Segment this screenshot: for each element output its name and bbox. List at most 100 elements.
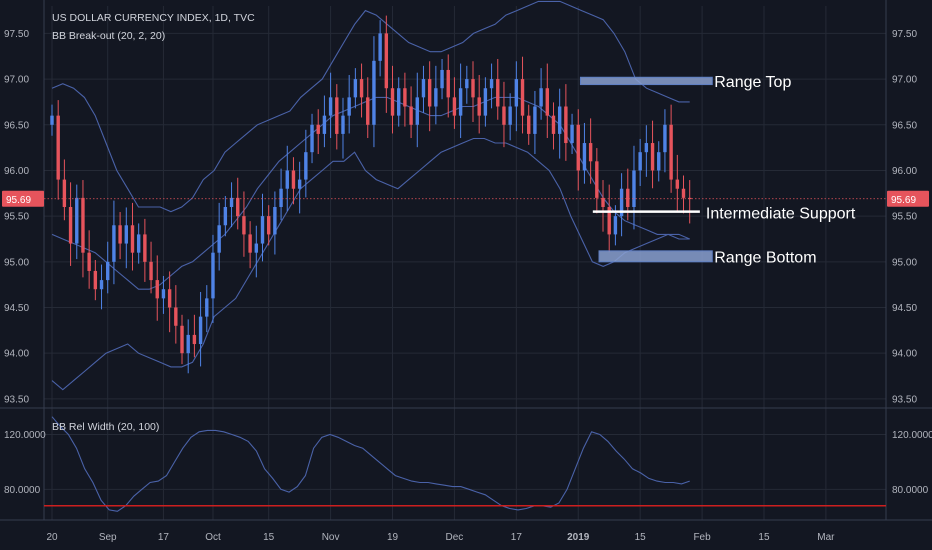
candle-up bbox=[254, 243, 259, 253]
candle-down bbox=[681, 188, 686, 198]
annotations: Range Top Intermediate Support Range Botto… bbox=[44, 74, 886, 266]
candle-up bbox=[322, 115, 327, 134]
price-tick-left: 94.00 bbox=[4, 349, 29, 360]
candle-down bbox=[56, 115, 60, 180]
time-tick: 17 bbox=[511, 532, 523, 543]
last-price-badge-right bbox=[887, 190, 929, 207]
price-tick-right: 94.50 bbox=[892, 303, 917, 314]
candle-down bbox=[601, 197, 605, 207]
candle-down bbox=[192, 334, 197, 345]
candle-up bbox=[415, 97, 419, 125]
time-tick: 20 bbox=[46, 532, 58, 543]
candlesticks bbox=[50, 15, 692, 374]
candle-up bbox=[223, 207, 228, 226]
candle-up bbox=[112, 225, 116, 262]
candle-down bbox=[118, 225, 122, 244]
candle-up bbox=[297, 179, 302, 189]
time-tick: Sep bbox=[99, 532, 117, 543]
candle-down bbox=[174, 307, 178, 326]
candle-down bbox=[427, 79, 432, 107]
time-tick: Oct bbox=[205, 532, 221, 543]
candle-up bbox=[99, 280, 104, 290]
candle-up bbox=[186, 334, 190, 354]
annotation-label: Intermediate Support bbox=[706, 206, 856, 223]
candle-down bbox=[551, 115, 556, 134]
price-tick-right: 93.50 bbox=[892, 394, 917, 405]
last-price-badge-left bbox=[2, 190, 44, 207]
time-axis[interactable]: 20 Sep 17 Oct 15 Nov 19 Dec 17 2019 15 Feb 15 Mar bbox=[46, 532, 835, 543]
candle-up bbox=[657, 152, 661, 171]
bb-rel-width-line bbox=[51, 416, 690, 512]
candle-down bbox=[167, 289, 172, 308]
price-tick-left: 95.00 bbox=[4, 257, 29, 268]
candle-down bbox=[496, 79, 500, 107]
candle-up bbox=[328, 97, 333, 116]
candle-up bbox=[638, 152, 642, 171]
price-tick-right: 96.00 bbox=[892, 166, 917, 177]
indicator-label: BB Break-out (20, 2, 20) bbox=[52, 30, 165, 42]
candle-down bbox=[180, 325, 184, 354]
candle-down bbox=[266, 216, 271, 235]
candle-up bbox=[539, 88, 543, 107]
candle-up bbox=[421, 79, 426, 98]
candle-down bbox=[335, 97, 339, 134]
sub-tick-left: 80.0000 bbox=[4, 485, 41, 496]
time-tick: 2019 bbox=[567, 532, 590, 543]
candle-down bbox=[62, 179, 67, 207]
candle-down bbox=[316, 124, 320, 134]
candle-down bbox=[452, 97, 457, 116]
candle-down bbox=[409, 106, 413, 125]
candle-up bbox=[347, 97, 351, 116]
price-axis[interactable]: 97.50 97.50 97.00 97.00 96.50 96.50 96.00 96.00… bbox=[2, 29, 929, 405]
candle-up bbox=[260, 216, 265, 244]
candle-up bbox=[582, 143, 587, 171]
candle-up bbox=[372, 60, 376, 125]
time-tick: 19 bbox=[387, 532, 399, 543]
candle-up bbox=[106, 261, 110, 281]
price-tick-right: 95.00 bbox=[892, 257, 917, 268]
candle-up bbox=[285, 170, 289, 189]
candle-up bbox=[434, 88, 438, 107]
candle-down bbox=[669, 124, 673, 180]
price-tick-right: 95.50 bbox=[892, 212, 917, 223]
candle-down bbox=[366, 97, 370, 125]
candle-up bbox=[211, 252, 215, 299]
candle-down bbox=[248, 234, 252, 253]
candle-down bbox=[242, 216, 246, 235]
candle-up bbox=[310, 124, 314, 153]
time-tick: Nov bbox=[322, 532, 340, 543]
candle-down bbox=[527, 115, 531, 134]
price-tick-left: 96.00 bbox=[4, 166, 29, 177]
candle-down bbox=[68, 207, 73, 244]
candle-up bbox=[613, 216, 618, 235]
band-upper bbox=[51, 0, 690, 213]
sub-tick-right: 120.0000 bbox=[892, 430, 932, 441]
candle-up bbox=[557, 106, 562, 134]
price-tick-left: 94.50 bbox=[4, 303, 29, 314]
candle-up bbox=[273, 207, 277, 235]
candle-up bbox=[341, 115, 345, 134]
candle-down bbox=[155, 280, 159, 299]
candle-up bbox=[663, 124, 667, 153]
price-tick-right: 97.50 bbox=[892, 29, 917, 40]
candle-down bbox=[143, 234, 147, 262]
annotation-label: Range Top bbox=[714, 74, 791, 91]
candle-up bbox=[644, 143, 649, 153]
candle-down bbox=[390, 88, 395, 116]
candle-down bbox=[291, 170, 296, 189]
candle-up bbox=[124, 225, 128, 244]
time-tick: Mar bbox=[817, 532, 835, 543]
candle-down bbox=[607, 207, 611, 235]
candle-up bbox=[50, 115, 54, 125]
candle-down bbox=[595, 161, 599, 198]
candle-up bbox=[632, 170, 636, 207]
candle-down bbox=[520, 79, 525, 116]
sub-tick-right: 80.0000 bbox=[892, 485, 929, 496]
candle-up bbox=[378, 33, 382, 61]
price-tick-left: 93.50 bbox=[4, 394, 29, 405]
candle-up bbox=[458, 88, 463, 116]
candle-down bbox=[545, 88, 549, 116]
candle-up bbox=[304, 152, 308, 180]
